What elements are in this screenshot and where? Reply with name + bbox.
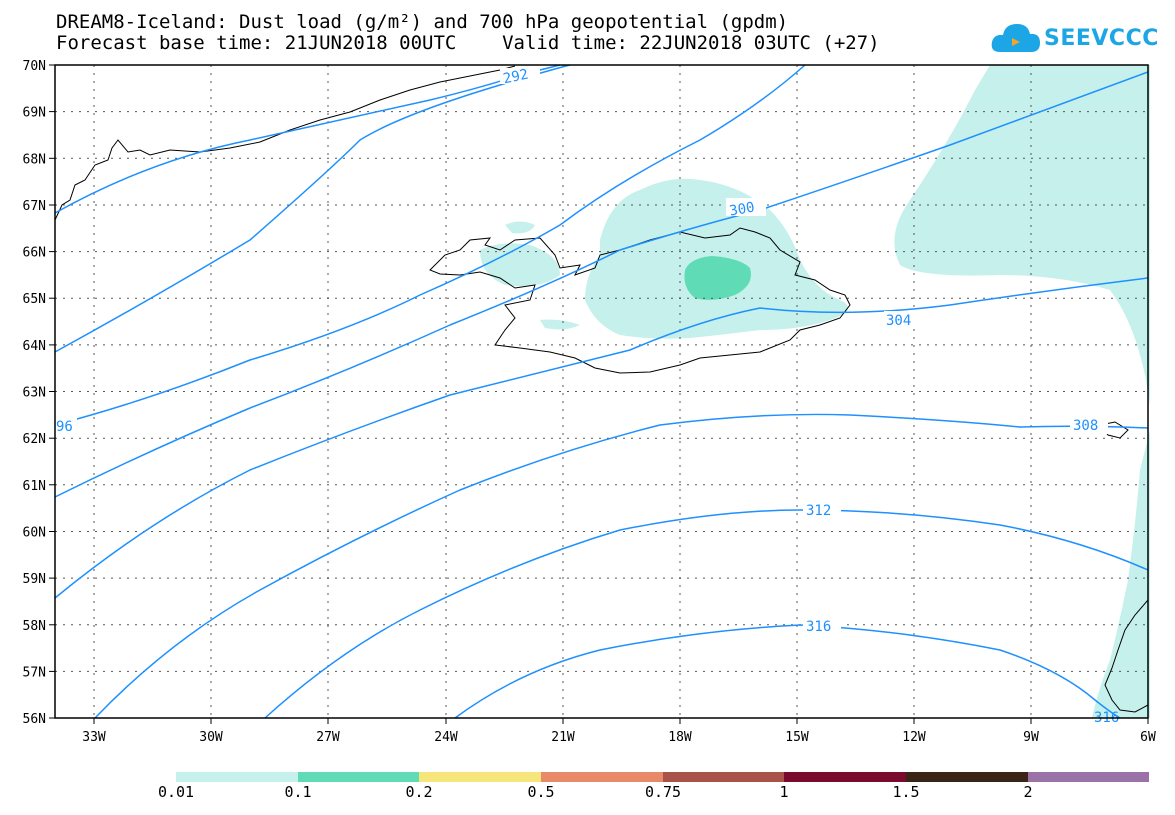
colorbar-label: 0.75 [644,783,682,801]
colorbar-segment [906,772,1028,782]
contour-label-304: 304 [886,313,911,329]
lat-label: 64N [23,339,46,354]
contour-300 [54,71,1149,498]
colorbar-segment [298,772,419,782]
contour-304 [54,277,1149,599]
lat-label: 66N [23,246,46,261]
iceland-coast [429,227,851,374]
lon-label: 33W [82,730,106,745]
lon-label: 15W [785,730,809,745]
lon-label: 6W [1140,730,1156,745]
lat-label: 65N [23,292,46,307]
contour-296 [54,64,571,353]
colorbar-label: 0.1 [284,783,312,801]
dust-area-southeast [1092,430,1150,718]
colorbar-label: 2 [1023,783,1033,801]
latitude-axis [49,64,55,719]
contour-label-312: 312 [806,503,831,519]
logo-text: SEEVCCC [1044,26,1159,51]
colorbar-label: 0.5 [527,783,555,801]
dust-area-core [684,256,751,300]
colorbar-segment [541,772,663,782]
lat-label: 68N [23,152,46,167]
dust-area-west-2 [505,221,535,234]
contour-308 [94,413,1149,719]
contour-316 [454,624,1121,719]
lat-label: 62N [23,432,46,447]
greenland-coast [54,65,516,221]
colorbar-label: 0.01 [157,783,195,801]
lat-label: 63N [23,386,46,401]
contour-label-296: 96 [56,419,73,435]
dust-area-west-3 [540,319,580,330]
colorbar-segment [1028,772,1149,782]
longitude-labels: 33W 30W 27W 24W 21W 18W 15W 12W 9W 6W [82,730,1156,745]
lat-label: 59N [23,572,46,587]
graticule [55,65,1148,718]
lat-label: 70N [23,59,46,74]
lon-label: 21W [551,730,575,745]
colorbar-label: 1.5 [892,783,920,801]
dust-shading [480,65,1150,718]
colorbar-segment [419,772,541,782]
lon-label: 12W [902,730,926,745]
contour-label-292: 292 [502,66,530,87]
colorbar-label: 0.2 [405,783,433,801]
colorbar-segment [176,772,298,782]
map-title: DREAM8-Iceland: Dust load (g/m²) and 700… [56,11,789,33]
lon-label: 9W [1023,730,1039,745]
lat-label: 57N [23,665,46,680]
lon-label: 18W [668,730,692,745]
contour-296b [54,64,806,426]
lat-label: 56N [23,712,46,727]
cloud-logo-icon [991,24,1040,52]
coastlines [54,65,1149,713]
lat-label: 58N [23,619,46,634]
lat-label: 60N [23,526,46,541]
colorbar-label: 1 [779,783,789,801]
dust-area-east [894,65,1150,405]
longitude-axis [93,718,1149,724]
norway-coast [1104,599,1149,713]
forecast-time-line: Forecast base time: 21JUN2018 00UTC Vali… [56,32,880,54]
colorbar-segment [784,772,906,782]
contour-label-316: 316 [806,619,831,635]
lon-label: 27W [316,730,340,745]
colorbar-segment [663,772,784,782]
contour-labels: 292 96 300 304 308 312 316 316 [55,66,1119,726]
dust-area-west-1 [480,243,560,287]
lon-label: 24W [434,730,458,745]
contour-label-308: 308 [1073,418,1098,434]
latitude-labels: 70N 69N 68N 67N 66N 65N 64N 63N 62N 61N … [23,59,46,727]
colorbar [176,772,1149,782]
contour-292 [54,64,561,214]
seevccc-logo: SEEVCCC [990,18,1158,60]
contour-label-300: 300 [728,199,756,219]
contour-312 [264,509,1149,719]
lon-label: 30W [199,730,223,745]
lat-label: 69N [23,106,46,121]
lat-label: 67N [23,199,46,214]
lat-label: 61N [23,479,46,494]
